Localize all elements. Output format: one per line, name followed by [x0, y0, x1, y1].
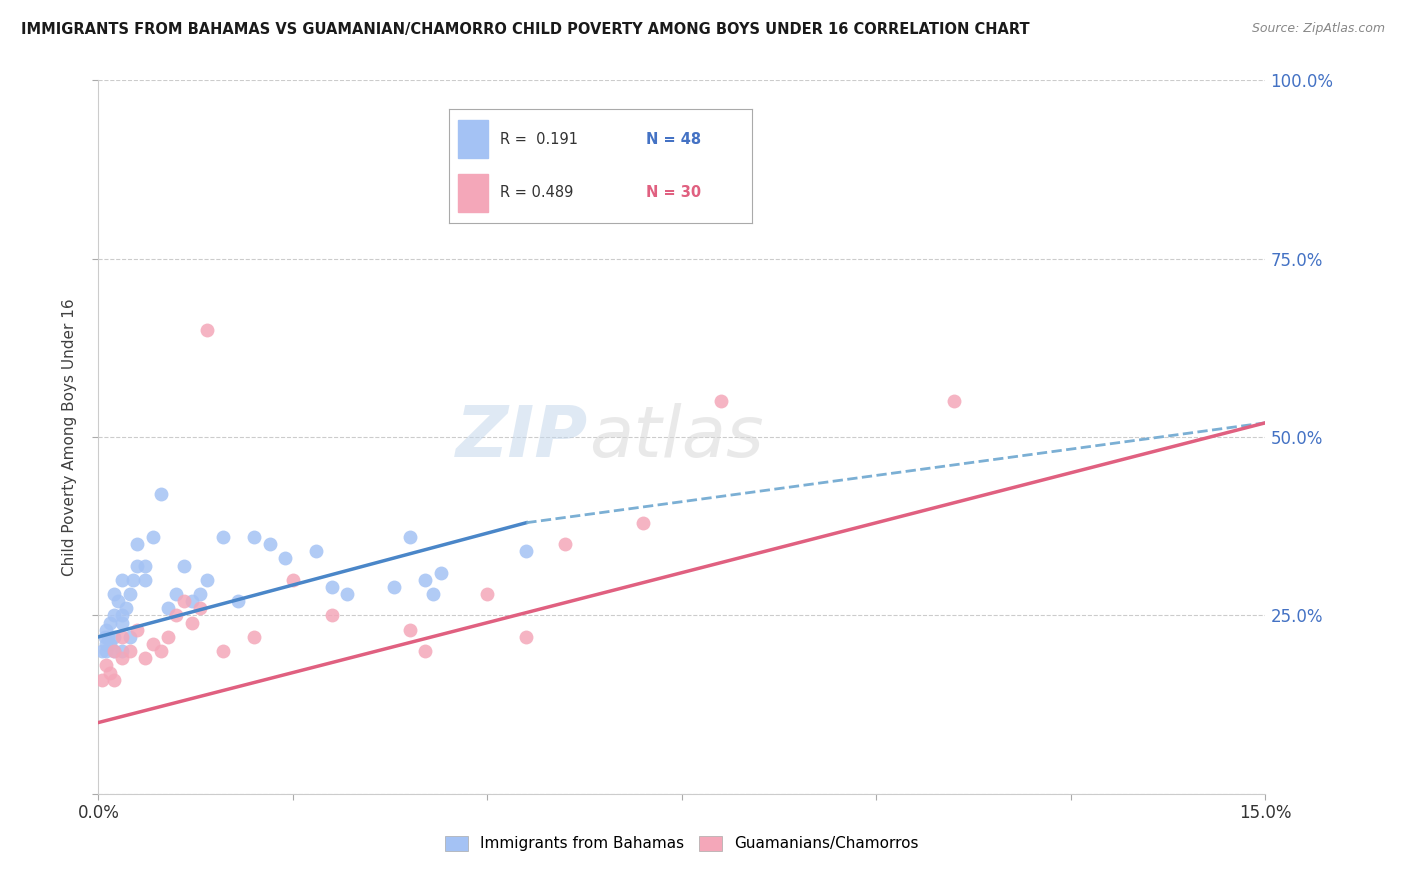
Point [142, 637, 165, 651]
Point [195, 573, 218, 587]
Point [477, 194, 499, 209]
Point [165, 587, 187, 601]
Point [336, 587, 359, 601]
Point [98, 615, 121, 630]
Point [228, 594, 250, 608]
Point [118, 644, 141, 658]
Point [554, 537, 576, 551]
Point [142, 530, 165, 544]
Point [382, 580, 405, 594]
Point [631, 516, 654, 530]
Point [127, 623, 149, 637]
Point [165, 608, 187, 623]
Point [413, 644, 436, 658]
Point [97, 630, 120, 644]
Point [98, 665, 121, 680]
Point [149, 644, 172, 658]
Point [91, 673, 114, 687]
Point [103, 644, 125, 658]
Point [398, 623, 420, 637]
Text: IMMIGRANTS FROM BAHAMAS VS GUAMANIAN/CHAMORRO CHILD POVERTY AMONG BOYS UNDER 16 : IMMIGRANTS FROM BAHAMAS VS GUAMANIAN/CHA… [21, 22, 1029, 37]
Text: ZIP: ZIP [457, 402, 589, 472]
Text: atlas: atlas [589, 402, 763, 472]
Point [281, 573, 304, 587]
Point [127, 537, 149, 551]
Point [188, 587, 211, 601]
Point [243, 630, 266, 644]
Point [180, 615, 202, 630]
Point [103, 673, 125, 687]
Point [710, 394, 733, 409]
Point [103, 608, 125, 623]
Point [173, 558, 195, 573]
Point [103, 630, 125, 644]
Point [398, 530, 420, 544]
Point [134, 558, 156, 573]
Point [96, 623, 118, 637]
Point [157, 630, 180, 644]
Point [195, 323, 218, 337]
Point [103, 587, 125, 601]
Point [118, 587, 141, 601]
Point [103, 644, 125, 658]
Point [91, 644, 114, 658]
Point [180, 594, 202, 608]
Point [93, 630, 115, 644]
Point [98, 637, 121, 651]
Text: Source: ZipAtlas.com: Source: ZipAtlas.com [1251, 22, 1385, 36]
Point [111, 573, 134, 587]
Point [259, 537, 281, 551]
Point [107, 594, 129, 608]
Y-axis label: Child Poverty Among Boys Under 16: Child Poverty Among Boys Under 16 [62, 298, 77, 576]
Point [96, 658, 118, 673]
Point [212, 644, 235, 658]
Point [413, 573, 436, 587]
Point [114, 601, 136, 615]
Point [305, 544, 328, 558]
Point [157, 601, 180, 615]
Point [515, 544, 537, 558]
Point [274, 551, 297, 566]
Point [111, 615, 134, 630]
Point [127, 558, 149, 573]
Point [188, 601, 211, 615]
Point [243, 530, 266, 544]
Point [149, 487, 172, 501]
Point [943, 394, 966, 409]
Point [429, 566, 451, 580]
Point [134, 573, 156, 587]
Point [118, 630, 141, 644]
Point [422, 587, 444, 601]
Point [96, 637, 118, 651]
Point [122, 573, 145, 587]
Point [96, 644, 118, 658]
Point [111, 644, 134, 658]
Point [321, 580, 343, 594]
Point [173, 594, 195, 608]
Point [111, 651, 134, 665]
Point [212, 530, 235, 544]
Point [477, 587, 499, 601]
Point [111, 630, 134, 644]
Point [321, 608, 343, 623]
Legend: Immigrants from Bahamas, Guamanians/Chamorros: Immigrants from Bahamas, Guamanians/Cham… [439, 830, 925, 857]
Point [134, 651, 156, 665]
Point [515, 630, 537, 644]
Point [111, 608, 134, 623]
